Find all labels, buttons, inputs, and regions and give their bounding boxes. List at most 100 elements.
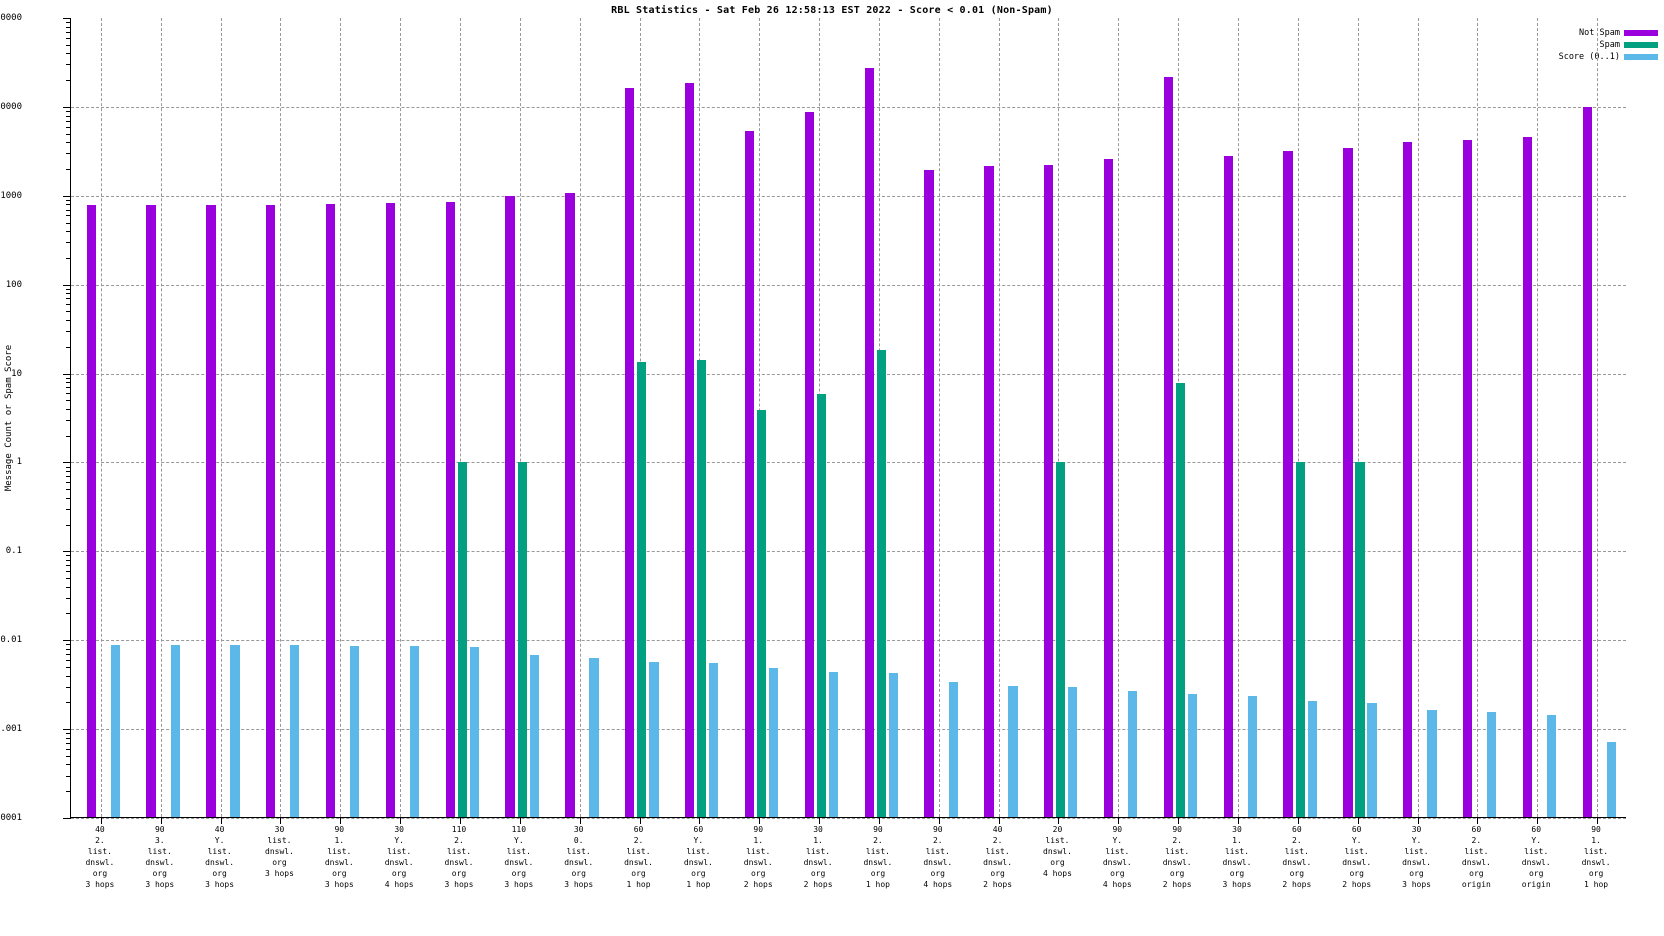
legend-label-not-spam: Not Spam	[1579, 28, 1620, 38]
y-axis-minor-tick	[66, 613, 71, 615]
x-axis-tick	[1238, 817, 1239, 824]
gridline-vertical	[460, 18, 461, 817]
y-axis-tick-label: 0.1	[5, 546, 22, 557]
y-axis-minor-tick	[66, 231, 71, 233]
y-axis-minor-tick	[66, 293, 71, 295]
bar-score	[290, 644, 300, 817]
x-axis-label-line: 2.	[633, 836, 644, 845]
y-axis-minor-tick	[66, 26, 71, 28]
x-axis-tick	[639, 817, 641, 824]
x-axis-label: 90 2. list. dnswl. org 1 hop	[848, 824, 908, 890]
x-axis-label-line: org	[272, 858, 287, 867]
bar-spam	[697, 359, 707, 817]
legend-item-not-spam: Not Spam	[1559, 27, 1658, 39]
x-axis-label-line: org	[1528, 869, 1544, 878]
x-axis-label-line: 2 hops	[743, 880, 773, 889]
x-axis-label-line: 3.	[154, 836, 165, 845]
bar-score	[409, 645, 420, 817]
x-axis-label-count: 110	[511, 825, 527, 834]
x-axis-label: 40 2. list. dnswl. org 3 hops	[70, 824, 130, 890]
x-axis-label-line: 3 hops	[1222, 880, 1252, 889]
x-axis-label-count: 60	[1471, 825, 1482, 834]
bar-notspam	[146, 204, 156, 817]
gridline-vertical	[220, 18, 222, 817]
x-axis-label-line: dnswl.	[923, 858, 953, 867]
x-axis-label-line: 3 hops	[1402, 880, 1431, 889]
x-axis-label-count: 40	[992, 825, 1003, 834]
bar-notspam	[445, 201, 455, 817]
y-axis-minor-tick	[66, 346, 71, 348]
y-axis-minor-tick	[66, 53, 71, 55]
x-axis-label-line: dnswl.	[444, 858, 474, 867]
x-axis-tick	[579, 817, 581, 824]
bar-score	[529, 655, 539, 817]
y-axis-tick	[63, 640, 71, 642]
x-axis-label-count: 110	[451, 825, 467, 834]
legend-item-spam: Spam	[1559, 39, 1658, 51]
gridline-horizontal	[71, 373, 1626, 375]
x-axis-label-count: 30	[573, 825, 584, 834]
bar-score	[1008, 685, 1018, 817]
y-axis-minor-tick	[66, 199, 71, 201]
x-axis-label-count: 60	[633, 825, 644, 834]
gridline-vertical	[340, 18, 342, 817]
x-axis-label: 40 Y. list. dnswl. org 3 hops	[190, 824, 250, 890]
x-axis-label-line: list.	[806, 847, 831, 856]
x-axis-label-line: 4 hops	[923, 880, 953, 889]
y-axis-minor-tick	[66, 644, 71, 646]
x-axis-label-line: org	[870, 869, 886, 878]
y-axis-tick-label: 10	[11, 368, 22, 379]
gridline-horizontal	[71, 818, 1626, 819]
y-axis-minor-tick	[66, 524, 71, 526]
gridline-horizontal	[71, 640, 1626, 642]
x-axis-label-line: dnswl.	[1222, 858, 1252, 867]
y-axis-minor-tick	[66, 737, 71, 739]
x-axis-label-line: 1.	[813, 836, 823, 845]
x-axis-label: 60 Y. list. dnswl. org 2 hops	[1327, 824, 1387, 890]
gridline-horizontal	[71, 729, 1626, 731]
x-axis-label-line: list.	[87, 847, 112, 856]
y-axis-minor-tick	[66, 126, 71, 128]
x-axis-label-line: list.	[925, 847, 950, 856]
x-axis-label-line: org	[451, 869, 467, 878]
x-axis-tick	[759, 817, 761, 824]
bar-score	[469, 646, 479, 817]
y-axis-minor-tick	[66, 471, 71, 473]
bar-notspam	[1343, 148, 1353, 817]
bar-score	[1546, 715, 1557, 817]
x-axis-label-line: org	[152, 869, 167, 878]
x-axis-label-line: dnswl.	[743, 858, 773, 867]
x-axis-tick	[1118, 817, 1120, 824]
x-axis-label-count: 90	[1172, 825, 1182, 834]
bar-notspam	[924, 170, 934, 817]
x-axis-label-count: 90	[154, 825, 165, 834]
y-axis-tick-label: 1000	[0, 190, 22, 201]
x-axis-tick	[340, 817, 342, 824]
x-axis-label-count: 60	[1292, 825, 1302, 834]
y-axis-minor-tick	[66, 110, 71, 112]
y-axis-minor-tick	[66, 497, 71, 499]
y-axis-minor-tick	[66, 331, 71, 333]
y-axis-minor-tick	[66, 382, 71, 384]
bar-spam	[1295, 462, 1305, 817]
bar-score	[948, 682, 958, 817]
x-axis-label-line: org	[1169, 869, 1185, 878]
bar-notspam	[565, 192, 575, 817]
y-axis-minor-tick	[66, 559, 71, 561]
x-axis-label: 90 1. list. dnswl. org 2 hops	[728, 824, 788, 890]
x-axis-label-line: 2.	[1172, 836, 1182, 845]
x-axis-label-line: 3 hops	[205, 880, 235, 889]
x-axis-label-line: 2.	[1292, 836, 1302, 845]
x-axis-label-line: 3 hops	[145, 880, 175, 889]
x-axis-label-line: 2.	[873, 836, 883, 845]
y-axis-minor-tick	[66, 555, 71, 557]
legend-label-spam: Spam	[1599, 40, 1620, 50]
bar-notspam	[206, 204, 216, 817]
x-axis-tick	[280, 817, 282, 824]
x-axis-label-line: list.	[506, 847, 531, 856]
x-axis-label-count: 90	[334, 825, 345, 834]
x-axis-label-line: list.	[1045, 836, 1070, 845]
x-axis-label-line: org	[1588, 869, 1604, 878]
y-axis-minor-tick	[66, 791, 71, 793]
